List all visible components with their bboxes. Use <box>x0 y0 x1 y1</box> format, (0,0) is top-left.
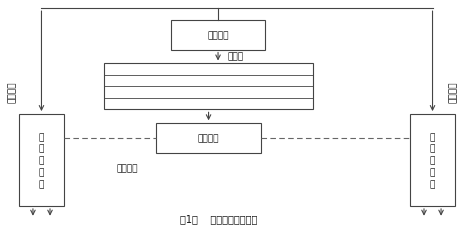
Text: 网
络
适
配
卡: 网 络 适 配 卡 <box>39 132 44 188</box>
Text: 转发引擎: 转发引擎 <box>198 134 219 143</box>
Text: 路由表: 路由表 <box>228 52 244 61</box>
Bar <box>171 21 265 50</box>
Bar <box>104 64 313 110</box>
Text: 网
络
适
配
卡: 网 络 适 配 卡 <box>430 132 435 188</box>
Text: 控制通路: 控制通路 <box>8 81 17 102</box>
Text: 控制通路: 控制通路 <box>448 81 457 102</box>
Text: 数据通路: 数据通路 <box>116 164 137 173</box>
Bar <box>156 124 261 153</box>
Text: 图1：    路由器的体系结构: 图1： 路由器的体系结构 <box>180 213 257 223</box>
Bar <box>410 114 455 206</box>
Bar <box>19 114 64 206</box>
Text: 路由引擎: 路由引擎 <box>207 31 229 40</box>
